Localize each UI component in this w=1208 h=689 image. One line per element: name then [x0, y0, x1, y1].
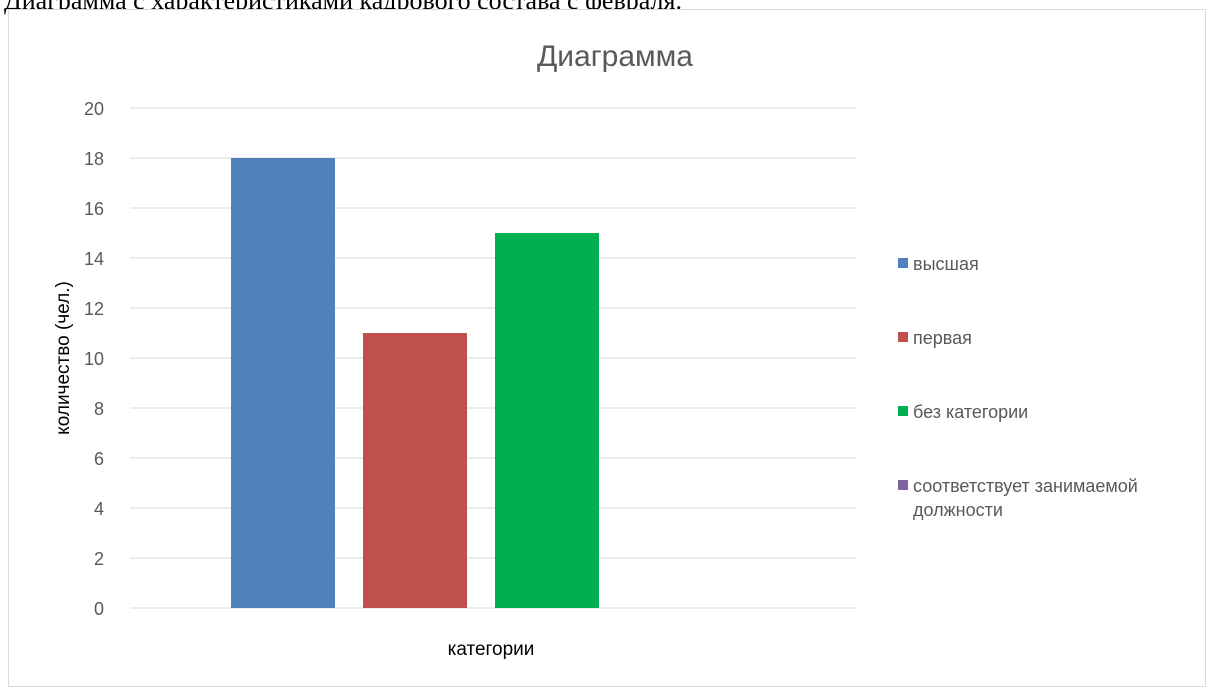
- y-tick-label: 16: [84, 199, 104, 219]
- y-tick-label: 20: [84, 99, 104, 119]
- bar-2: [363, 333, 467, 608]
- bar-3: [495, 233, 599, 608]
- y-tick-label: 10: [84, 349, 104, 369]
- legend-label: высшая: [913, 254, 979, 274]
- legend-item: высшая: [898, 252, 1208, 276]
- y-tick-label: 8: [94, 399, 104, 419]
- legend-label: первая: [913, 328, 972, 348]
- y-tick-label: 14: [84, 249, 104, 269]
- bars: [231, 158, 599, 608]
- y-axis-ticks: 0 2 4 6 8 10 12 14 16 18 20: [84, 99, 104, 619]
- y-tick-label: 4: [94, 499, 104, 519]
- y-axis-label: количество (чел.): [53, 281, 74, 435]
- legend-swatch: [898, 406, 908, 416]
- legend-label: без категории: [913, 402, 1029, 422]
- legend-item: соответствует занимаемой должности: [898, 474, 1208, 522]
- legend-swatch: [898, 480, 908, 490]
- y-tick-label: 12: [84, 299, 104, 319]
- chart-title: Диаграмма: [537, 40, 693, 73]
- y-tick-label: 2: [94, 549, 104, 569]
- legend-swatch: [898, 258, 908, 268]
- y-tick-label: 18: [84, 149, 104, 169]
- legend-label: соответствует занимаемой должности: [913, 476, 1138, 520]
- y-tick-label: 0: [94, 599, 104, 619]
- legend-item: первая: [898, 326, 1208, 350]
- bar-1: [231, 158, 335, 608]
- y-tick-label: 6: [94, 449, 104, 469]
- legend-swatch: [898, 332, 908, 342]
- chart-frame: [8, 9, 1206, 687]
- x-axis-label: категории: [448, 639, 535, 660]
- legend-item: без категории: [898, 400, 1208, 424]
